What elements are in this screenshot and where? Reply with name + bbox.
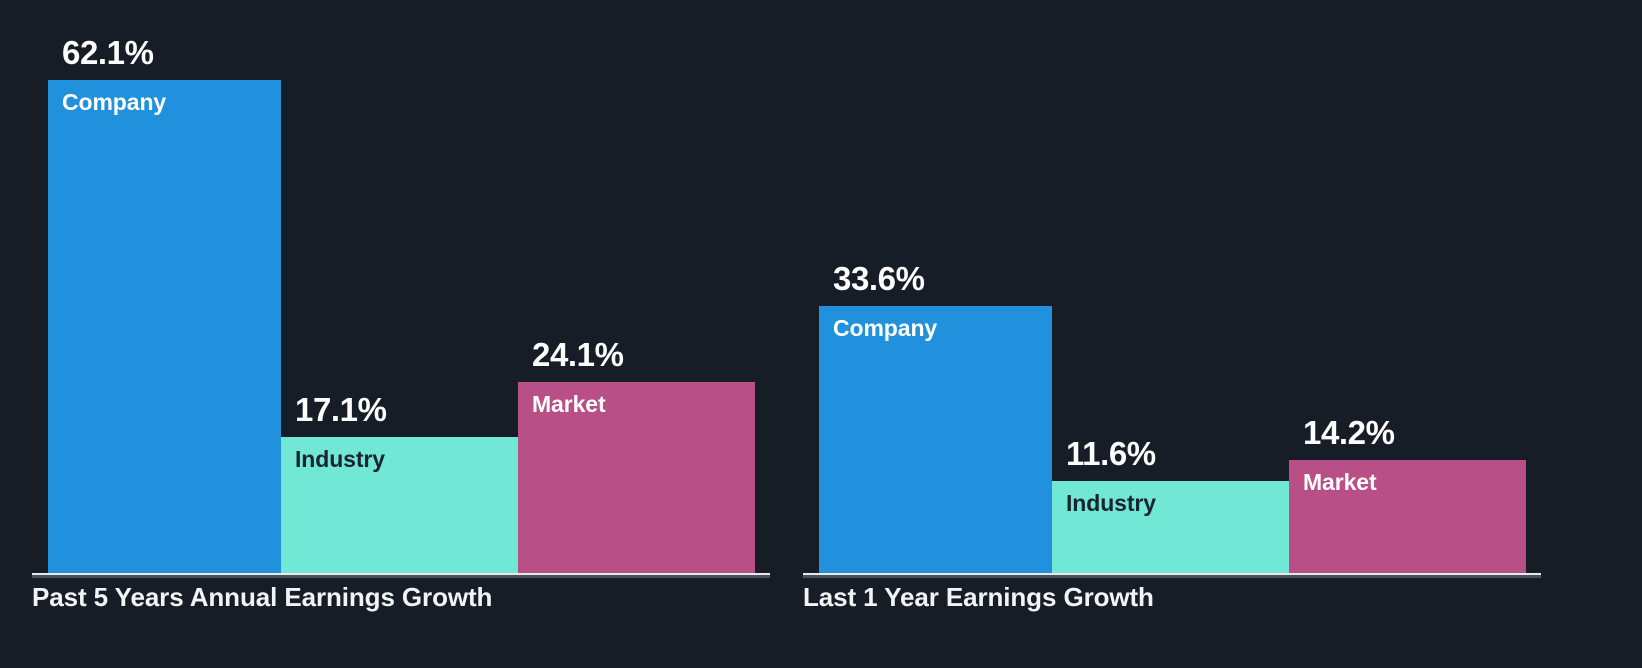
panel-title: Past 5 Years Annual Earnings Growth [32, 582, 493, 612]
bar-label-industry: Industry [295, 446, 385, 472]
plot-area: Company 62.1% Industry 17.1% Market 24.1% [32, 0, 770, 573]
axis-highlight [32, 573, 770, 575]
bar-company[interactable]: Company [48, 80, 281, 573]
bar-market[interactable]: Market [1289, 460, 1526, 573]
plot-area: Company 33.6% Industry 11.6% Market 14.2% [803, 0, 1541, 573]
axis-highlight [803, 573, 1541, 575]
value-label-market: 24.1% [532, 336, 624, 373]
value-label-company: 33.6% [833, 260, 925, 297]
chart-panel-2: Company 33.6% Industry 11.6% Market 14.2% Last… [803, 0, 1541, 668]
bar-label-company: Company [62, 89, 167, 115]
value-label-market: 14.2% [1303, 414, 1395, 451]
bar-industry[interactable]: Industry [1052, 481, 1289, 573]
value-label-industry: 17.1% [295, 391, 387, 428]
panel-title: Last 1 Year Earnings Growth [803, 582, 1154, 612]
bar-industry[interactable]: Industry [281, 437, 518, 573]
bar-label-market: Market [1303, 469, 1377, 495]
axis-line [32, 575, 770, 578]
bar-market[interactable]: Market [518, 382, 755, 573]
value-label-industry: 11.6% [1066, 435, 1156, 472]
chart-panel-1: Company 62.1% Industry 17.1% Market 24.1% Past… [32, 0, 770, 668]
bar-company[interactable]: Company [819, 306, 1052, 573]
bar-label-industry: Industry [1066, 490, 1156, 516]
bar-label-market: Market [532, 391, 606, 417]
axis-line [803, 575, 1541, 578]
bar-label-company: Company [833, 315, 938, 341]
value-label-company: 62.1% [62, 34, 154, 71]
